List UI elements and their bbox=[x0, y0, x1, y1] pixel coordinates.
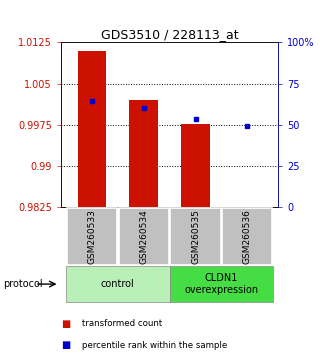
FancyBboxPatch shape bbox=[119, 208, 169, 265]
Text: ■: ■ bbox=[61, 319, 70, 329]
Bar bbox=[130, 100, 158, 207]
Title: GDS3510 / 228113_at: GDS3510 / 228113_at bbox=[101, 28, 238, 41]
Text: percentile rank within the sample: percentile rank within the sample bbox=[82, 341, 227, 350]
Text: transformed count: transformed count bbox=[82, 319, 162, 329]
Text: GSM260533: GSM260533 bbox=[87, 209, 96, 264]
Bar bbox=[78, 51, 106, 207]
Bar bbox=[181, 124, 210, 207]
FancyBboxPatch shape bbox=[170, 208, 220, 265]
Text: ■: ■ bbox=[61, 340, 70, 350]
FancyBboxPatch shape bbox=[222, 208, 272, 265]
Text: GSM260534: GSM260534 bbox=[139, 209, 148, 264]
FancyBboxPatch shape bbox=[66, 266, 170, 302]
Text: protocol: protocol bbox=[3, 279, 43, 289]
Text: GSM260535: GSM260535 bbox=[191, 209, 200, 264]
Text: CLDN1
overexpression: CLDN1 overexpression bbox=[184, 273, 259, 295]
FancyBboxPatch shape bbox=[67, 208, 117, 265]
FancyBboxPatch shape bbox=[170, 266, 273, 302]
Text: GSM260536: GSM260536 bbox=[243, 209, 252, 264]
Text: control: control bbox=[101, 279, 135, 289]
